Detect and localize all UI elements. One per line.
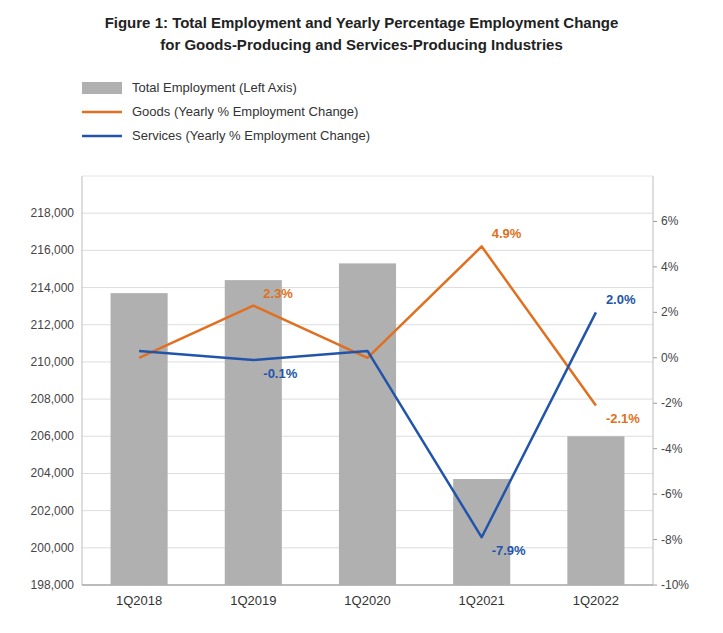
line [139, 312, 596, 537]
plot-area [111, 246, 625, 585]
title: Figure 1: Total Employment and Yearly Pe… [105, 14, 619, 31]
legend-entry: Services (Yearly % Employment Change) [132, 128, 370, 143]
y-tick-label: 214,000 [31, 281, 75, 295]
y-tick-label: 212,000 [31, 318, 75, 332]
bar [111, 293, 168, 585]
y-tick-label: 206,000 [31, 429, 75, 443]
y2-tick-label: -8% [661, 533, 683, 547]
y2-tick [653, 448, 657, 449]
x-tick-label: 1Q2019 [230, 593, 276, 608]
data-label: 2.0% [606, 292, 636, 307]
y2-tick [653, 357, 657, 358]
grid-line [82, 213, 653, 214]
data-label: 2.3% [263, 286, 293, 301]
y-tick-label: 202,000 [31, 504, 75, 518]
y2-tick-label: -6% [661, 487, 683, 501]
y2-tick-label: 0% [661, 351, 679, 365]
x-tick-label: 1Q2018 [116, 593, 162, 608]
y2-axis-line [653, 176, 654, 585]
data-label: -7.9% [492, 543, 526, 558]
legend: Total Employment (Left Axis) Goods (Yearl… [82, 80, 370, 143]
bar [225, 280, 282, 585]
y-tick-label: 216,000 [31, 243, 75, 257]
y-tick-label: 208,000 [31, 392, 75, 406]
y-tick-label: 210,000 [31, 355, 75, 369]
legend-entry: Goods (Yearly % Employment Change) [132, 104, 358, 119]
y2-tick-label: -4% [661, 442, 683, 456]
legend-swatch [82, 82, 122, 94]
y2-tick [653, 539, 657, 540]
line [139, 246, 596, 405]
frame-top [82, 176, 653, 177]
grid-line [82, 250, 653, 251]
y2-tick [653, 494, 657, 495]
bar [567, 436, 624, 585]
y-axis-line [82, 176, 83, 585]
chart: Figure 1: Total Employment and Yearly Pe… [0, 0, 723, 633]
y2-tick-label: 6% [661, 214, 679, 228]
bar [339, 263, 396, 585]
x-tick-label: 1Q2022 [573, 593, 619, 608]
y2-tick [653, 266, 657, 267]
y-tick-label: 200,000 [31, 541, 75, 555]
subtitle: for Goods-Producing and Services-Produci… [160, 36, 563, 53]
legend-swatch [82, 111, 122, 114]
data-label: 4.9% [492, 226, 522, 241]
data-label: -2.1% [606, 411, 640, 426]
data-labels: 2.3% 4.9% -2.1% -0.1% -7.9% 2.0% [263, 226, 640, 558]
y2-tick [653, 403, 657, 404]
y-tick-label: 218,000 [31, 206, 75, 220]
y2-tick [653, 312, 657, 313]
data-label: -0.1% [263, 366, 297, 381]
y2-tick [653, 221, 657, 222]
x-tick-label: 1Q2021 [459, 593, 505, 608]
y-tick-label: 204,000 [31, 466, 75, 480]
y-tick-label: 198,000 [31, 578, 75, 592]
y2-tick-label: 4% [661, 260, 679, 274]
legend-entry: Total Employment (Left Axis) [132, 80, 297, 95]
y2-tick-label: 2% [661, 305, 679, 319]
y2-tick [653, 585, 657, 586]
x-tick-label: 1Q2020 [344, 593, 390, 608]
y2-tick-label: -10% [661, 578, 689, 592]
bar [453, 479, 510, 585]
y2-tick-label: -2% [661, 396, 683, 410]
legend-swatch [82, 135, 122, 138]
